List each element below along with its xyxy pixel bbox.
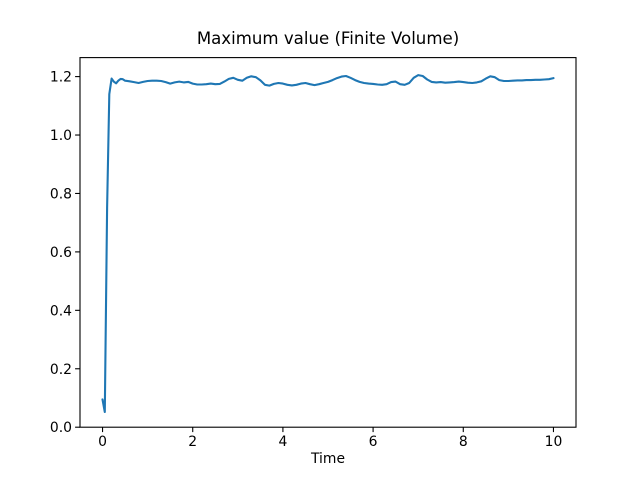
y-tick-label: 0.0	[50, 420, 72, 436]
x-tick-label: 8	[459, 434, 468, 450]
y-tick-label: 0.4	[50, 303, 72, 319]
x-axis-label: Time	[310, 451, 345, 467]
y-tick-label: 0.6	[50, 245, 72, 261]
chart-title: Maximum value (Finite Volume)	[197, 29, 459, 48]
x-tick-label: 10	[545, 434, 563, 450]
ticks-layer: 0 2 4 6 8 10 0.0 0.2 0.4 0.6 0.8 1.0 1.2	[50, 70, 562, 450]
y-tick-label: 1.0	[50, 128, 72, 144]
x-tick-label: 2	[188, 434, 197, 450]
y-tick-label: 0.8	[50, 186, 72, 202]
x-tick-label: 4	[278, 434, 287, 450]
x-tick-label: 0	[98, 434, 107, 450]
x-tick-label: 6	[369, 434, 378, 450]
y-tick-label: 0.2	[50, 362, 72, 378]
data-line-maximum-value	[101, 74, 555, 414]
series-layer	[101, 74, 555, 414]
plot-border	[79, 57, 577, 428]
y-tick-label: 1.2	[50, 70, 72, 86]
